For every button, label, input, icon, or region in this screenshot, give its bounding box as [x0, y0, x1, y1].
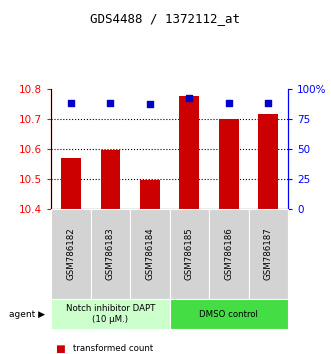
Text: GSM786186: GSM786186	[224, 228, 233, 280]
Text: agent ▶: agent ▶	[9, 310, 45, 319]
Text: ■: ■	[55, 344, 64, 354]
Point	[147, 101, 153, 107]
Text: GSM786187: GSM786187	[264, 228, 273, 280]
Text: GSM786184: GSM786184	[145, 228, 155, 280]
Bar	[219, 119, 239, 209]
Bar	[179, 96, 199, 209]
Text: GSM786185: GSM786185	[185, 228, 194, 280]
Text: Notch inhibitor DAPT
(10 μM.): Notch inhibitor DAPT (10 μM.)	[66, 304, 155, 324]
Bar	[140, 180, 160, 209]
Text: GDS4488 / 1372112_at: GDS4488 / 1372112_at	[90, 12, 241, 25]
Text: GSM786182: GSM786182	[67, 228, 75, 280]
Point	[69, 100, 74, 106]
Point	[108, 100, 113, 106]
Text: GSM786183: GSM786183	[106, 228, 115, 280]
Point	[226, 100, 231, 106]
Point	[187, 95, 192, 101]
Bar	[101, 150, 120, 209]
Text: transformed count: transformed count	[73, 344, 153, 353]
Point	[265, 100, 271, 106]
Bar	[259, 114, 278, 209]
Text: DMSO control: DMSO control	[199, 310, 258, 319]
Bar	[61, 158, 81, 209]
